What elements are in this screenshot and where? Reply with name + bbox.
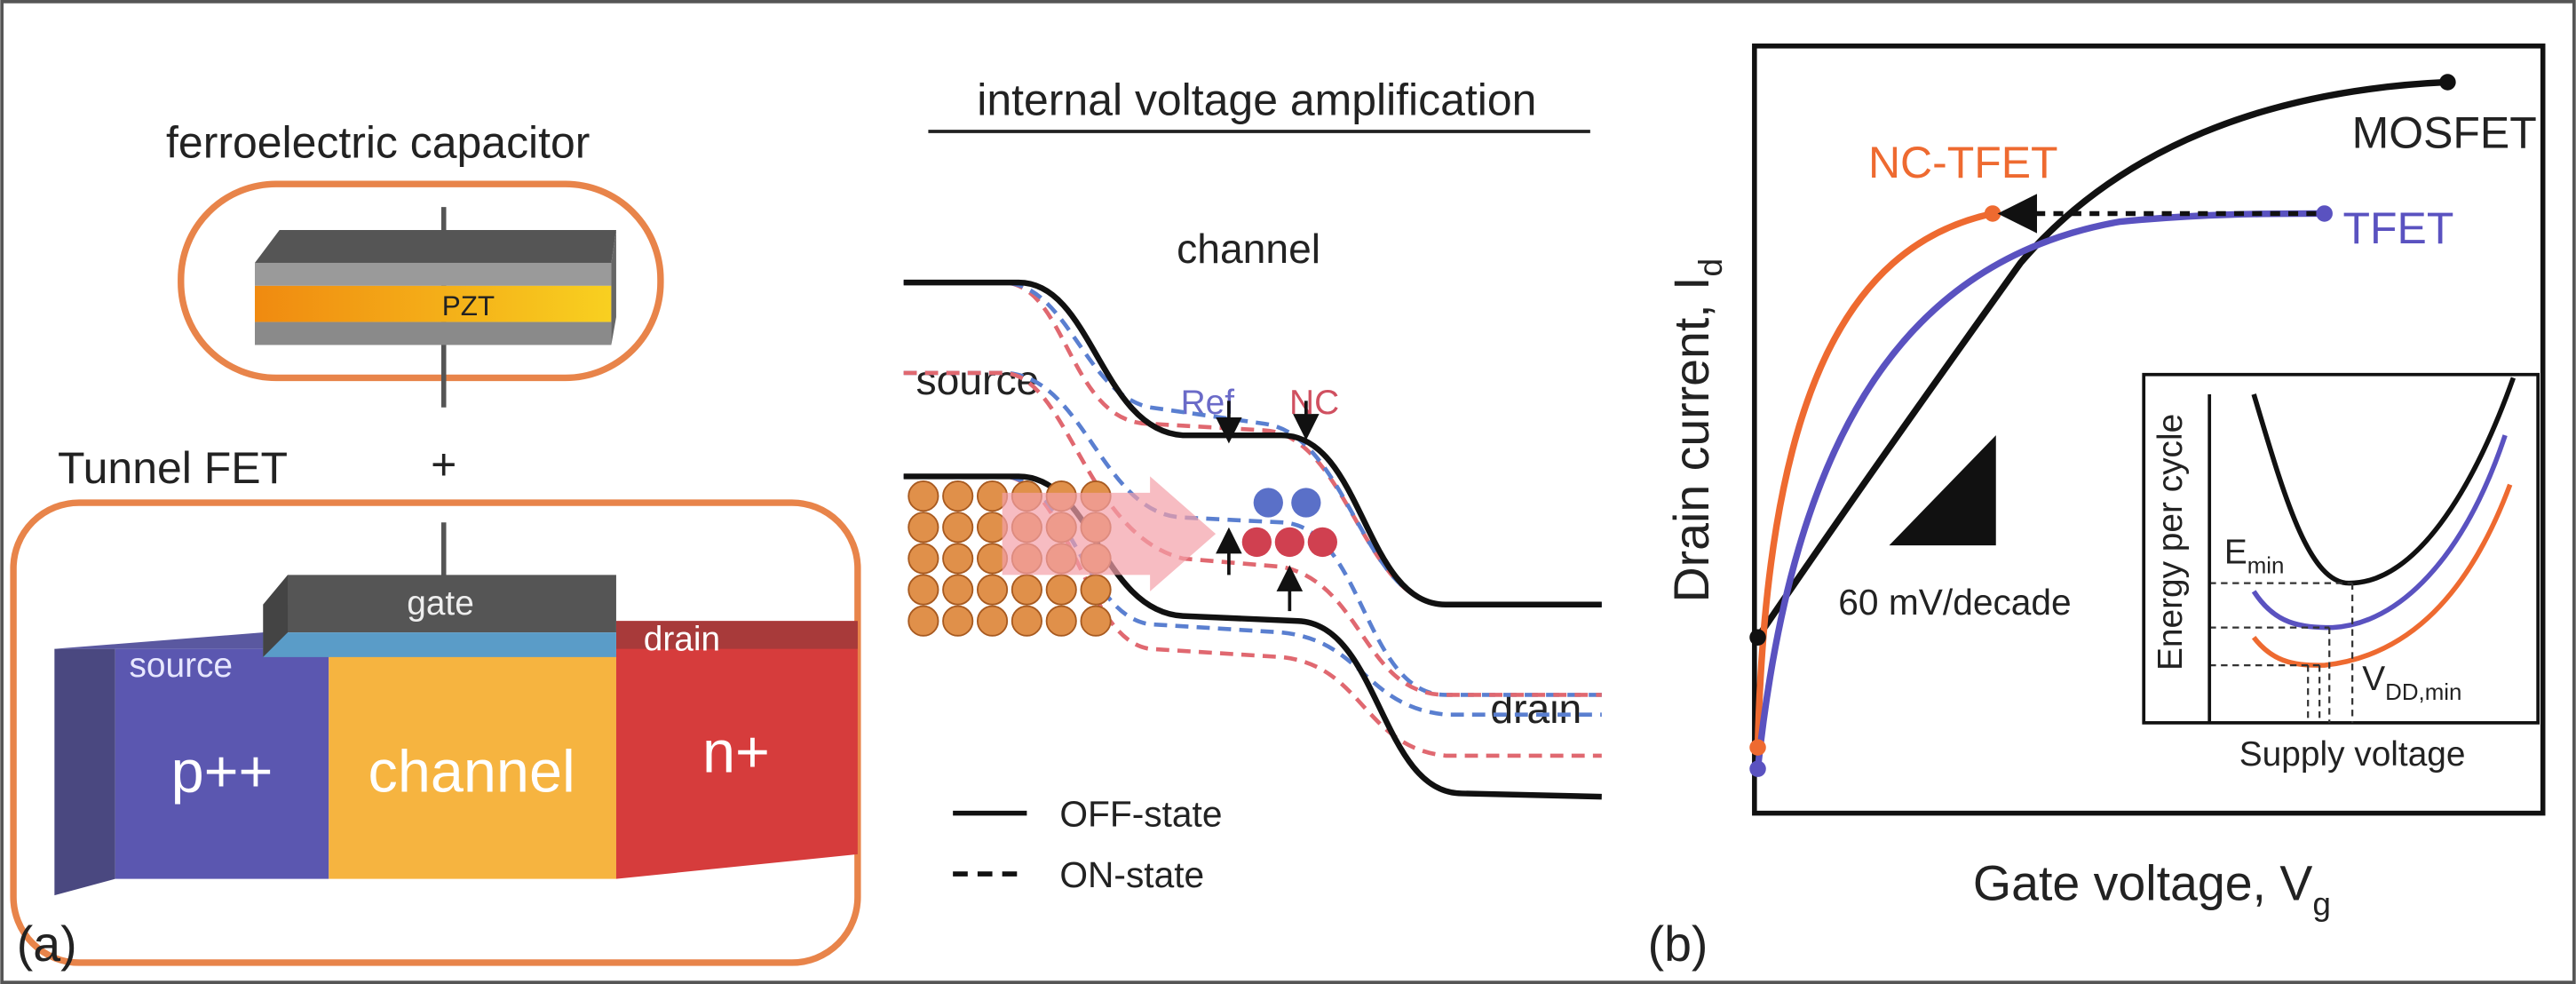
slope-triangle [1890, 435, 1996, 545]
electron [978, 607, 1007, 636]
electron [1012, 575, 1042, 604]
electron [943, 512, 972, 542]
legend-label: OFF-state [1059, 793, 1222, 834]
electron [943, 607, 972, 636]
electron [943, 481, 972, 511]
tunneling-arrow [1003, 476, 1216, 591]
channel-label: channel [1177, 226, 1320, 272]
drain-label: drain [644, 621, 720, 659]
panel-label: (a) [17, 917, 77, 972]
tfet-title: Tunnel FET [58, 443, 288, 493]
pzt-label: PZT [442, 290, 495, 321]
curve-label: MOSFET [2352, 107, 2537, 157]
nc-label: NC [1289, 384, 1339, 422]
electron [1047, 607, 1076, 636]
slope-label: 60 mV/decade [1838, 582, 2071, 623]
electron [908, 544, 938, 573]
electron [978, 575, 1007, 604]
figure: ferroelectric capacitor PZT Tunnel FET +… [0, 0, 2576, 984]
curve-label: NC-TFET [1868, 138, 2058, 187]
p-region-label: p++ [171, 740, 273, 805]
electron [943, 575, 972, 604]
capacitor-title: ferroelectric capacitor [166, 118, 590, 168]
plus-sign: + [431, 440, 456, 489]
electron [908, 607, 938, 636]
electron [1081, 607, 1110, 636]
n-region-label: n+ [702, 719, 770, 785]
x-axis-label: Gate voltage, Vg [1973, 856, 2331, 923]
band-title: internal voltage amplification [977, 75, 1536, 124]
y-axis-label: Drain current, Id [1664, 258, 1729, 603]
drain-label: drain [1490, 686, 1581, 732]
inset-y-label: Energy per cycle [2152, 414, 2190, 671]
panel-label: (b) [1648, 917, 1708, 972]
electron [943, 544, 972, 573]
ref-label: Ref [1181, 384, 1235, 422]
curve-label: TFET [2343, 203, 2454, 253]
gate-label: gate [407, 584, 474, 623]
legend-label: ON-state [1059, 854, 1204, 895]
source-label: source [916, 357, 1040, 403]
electron [1081, 575, 1110, 604]
source-label: source [129, 647, 233, 685]
electron [908, 481, 938, 511]
capacitor [255, 230, 616, 345]
inset-x-label: Supply voltage [2239, 735, 2466, 774]
electron [1047, 575, 1076, 604]
channel-region-label: channel [369, 740, 575, 805]
electron [908, 512, 938, 542]
electron [908, 575, 938, 604]
page: {"panel_a": {"label": "(a)", "capacitor_… [0, 0, 2576, 984]
electron [1012, 607, 1042, 636]
